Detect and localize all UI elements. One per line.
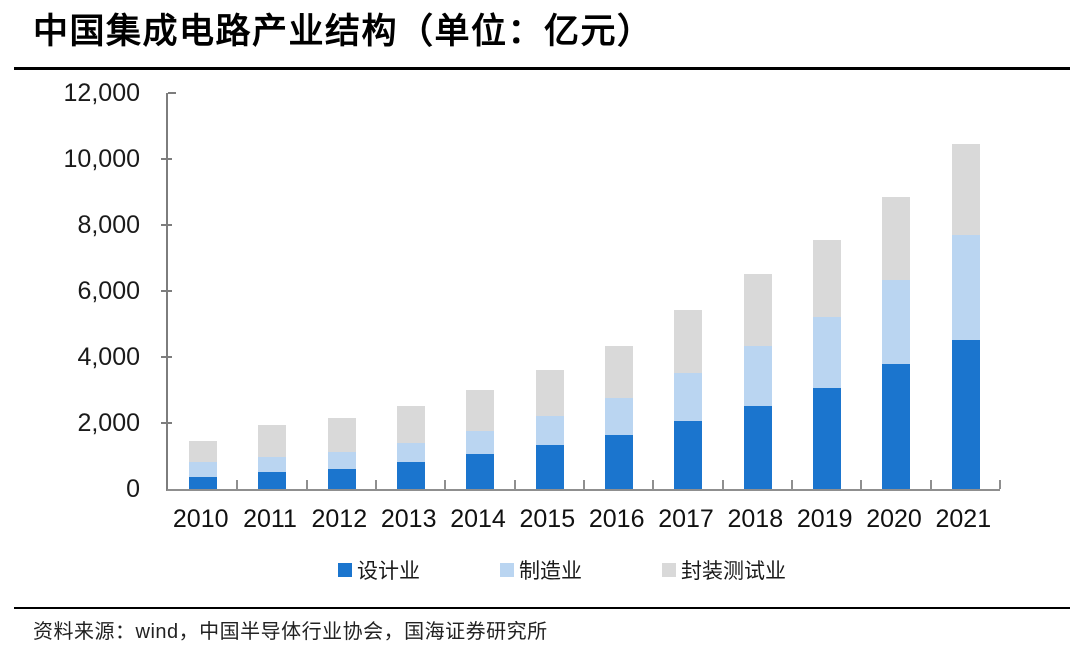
bar-segment-2020-packaging bbox=[882, 197, 911, 280]
x-axis-label-2017: 2017 bbox=[658, 505, 714, 533]
x-axis-tick bbox=[791, 480, 793, 489]
legend-label-packaging: 封装测试业 bbox=[681, 560, 786, 583]
x-axis-label-2020: 2020 bbox=[866, 505, 922, 533]
legend-swatch-manufacturing bbox=[500, 563, 514, 577]
chart-legend: 设计业 制造业 封装测试业 bbox=[146, 557, 978, 583]
x-axis-label-2018: 2018 bbox=[727, 505, 784, 533]
bar-segment-2017-packaging bbox=[674, 310, 703, 373]
legend-item-manufacturing: 制造业 bbox=[500, 555, 582, 585]
x-axis-label-2015: 2015 bbox=[519, 505, 576, 533]
bar-segment-2020-design bbox=[882, 364, 911, 489]
bar-segment-2021-packaging bbox=[951, 143, 980, 236]
legend-label-design: 设计业 bbox=[357, 560, 420, 583]
y-axis-tick bbox=[161, 158, 172, 160]
bar-segment-2019-manufacturing bbox=[813, 317, 842, 388]
bar-segment-2012-packaging bbox=[327, 417, 356, 452]
x-axis-label-2013: 2013 bbox=[380, 505, 437, 533]
x-axis-label-2010: 2010 bbox=[172, 505, 229, 533]
bar-segment-2015-manufacturing bbox=[535, 415, 564, 446]
x-axis-tick bbox=[444, 480, 446, 489]
bar-segment-2013-design bbox=[397, 462, 426, 489]
x-axis-tick bbox=[860, 480, 862, 489]
bar-segment-2011-packaging bbox=[258, 425, 287, 458]
footer-divider-line bbox=[14, 607, 1070, 609]
y-axis-tick bbox=[161, 224, 172, 226]
x-axis-tick bbox=[652, 480, 654, 489]
bar-segment-2021-design bbox=[951, 339, 980, 489]
bar-segment-2017-manufacturing bbox=[674, 372, 703, 421]
bar-segment-2019-packaging bbox=[813, 239, 842, 317]
bar-segment-2016-packaging bbox=[605, 346, 634, 398]
x-axis-tick bbox=[583, 480, 585, 489]
bar-segment-2020-manufacturing bbox=[882, 279, 911, 365]
bar-segment-2014-manufacturing bbox=[466, 430, 495, 455]
y-axis-tick bbox=[161, 356, 172, 358]
bar-segment-2015-design bbox=[535, 445, 564, 489]
y-axis-top-tick bbox=[168, 92, 176, 94]
x-axis-tick bbox=[514, 480, 516, 489]
bar-segment-2017-design bbox=[674, 420, 703, 489]
legend-item-packaging: 封装测试业 bbox=[662, 555, 786, 585]
bar-segment-2018-design bbox=[743, 405, 772, 489]
x-axis-label-2011: 2011 bbox=[243, 505, 297, 533]
y-axis-label-0: 0 bbox=[126, 475, 140, 503]
x-axis-tick bbox=[722, 480, 724, 489]
chart-title: 中国集成电路产业结构（单位：亿元） bbox=[33, 12, 654, 51]
x-axis-tick bbox=[999, 480, 1001, 489]
x-axis-label-2012: 2012 bbox=[311, 505, 368, 533]
bar-segment-2012-manufacturing bbox=[327, 452, 356, 469]
y-axis-tick bbox=[161, 290, 172, 292]
bar-segment-2011-design bbox=[258, 471, 287, 489]
bar-segment-2021-manufacturing bbox=[951, 235, 980, 340]
y-axis-tick bbox=[161, 422, 172, 424]
bar-segment-2016-design bbox=[605, 434, 634, 489]
y-axis-label-10000: 10,000 bbox=[63, 145, 140, 173]
y-axis-label-8000: 8,000 bbox=[77, 211, 140, 239]
x-axis-tick bbox=[306, 480, 308, 489]
y-axis-labels: 0 2,000 4,000 6,000 8,000 10,000 12,000 bbox=[0, 79, 140, 513]
y-axis-label-2000: 2,000 bbox=[77, 409, 140, 437]
plot-area bbox=[161, 92, 1001, 491]
legend-label-manufacturing: 制造业 bbox=[519, 560, 582, 583]
bar-segment-2014-packaging bbox=[466, 389, 495, 431]
bar-segment-2010-manufacturing bbox=[189, 462, 218, 477]
x-axis-label-2019: 2019 bbox=[796, 505, 853, 533]
y-axis-label-6000: 6,000 bbox=[77, 277, 140, 305]
x-axis-label-2021: 2021 bbox=[935, 505, 992, 533]
stacked-bar-chart: 0 2,000 4,000 6,000 8,000 10,000 12,000 2010 20… bbox=[0, 79, 1080, 543]
bar-segment-2014-design bbox=[466, 454, 495, 489]
bar-segment-2010-design bbox=[189, 477, 218, 489]
bar-segment-2016-manufacturing bbox=[605, 397, 634, 435]
title-divider-line bbox=[14, 67, 1070, 70]
x-axis-tick bbox=[375, 480, 377, 489]
bar-segment-2013-packaging bbox=[397, 406, 426, 443]
bar-segment-2019-design bbox=[813, 387, 842, 489]
bar-segment-2018-manufacturing bbox=[743, 345, 772, 406]
bar-segment-2012-design bbox=[327, 468, 356, 489]
source-note: 资料来源：wind，中国半导体行业协会，国海证券研究所 bbox=[33, 621, 548, 643]
y-axis-label-4000: 4,000 bbox=[77, 343, 140, 371]
legend-swatch-packaging bbox=[662, 563, 676, 577]
bar-segment-2011-manufacturing bbox=[258, 457, 287, 472]
legend-swatch-design bbox=[338, 563, 352, 577]
x-axis-tick bbox=[930, 480, 932, 489]
bar-segment-2015-packaging bbox=[535, 369, 564, 416]
x-axis-label-2014: 2014 bbox=[450, 505, 506, 533]
legend-item-design: 设计业 bbox=[338, 555, 420, 585]
y-axis-label-12000: 12,000 bbox=[63, 79, 140, 107]
x-axis-tick bbox=[236, 480, 238, 489]
x-axis-label-2016: 2016 bbox=[588, 505, 645, 533]
bar-segment-2010-packaging bbox=[189, 441, 218, 463]
bar-segment-2013-manufacturing bbox=[397, 442, 426, 463]
bar-segment-2018-packaging bbox=[743, 273, 772, 346]
